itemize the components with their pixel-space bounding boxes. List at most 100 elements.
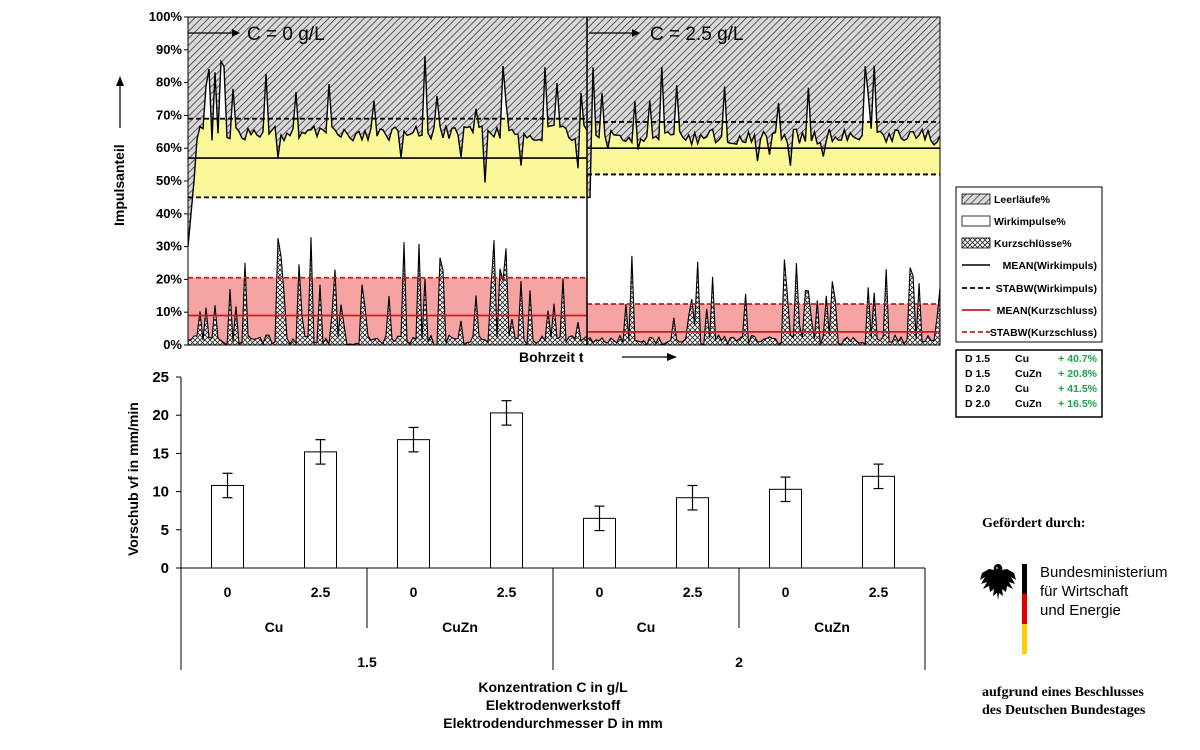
material-group-label: Cu bbox=[265, 619, 284, 635]
top-y-tick-label: 20% bbox=[156, 271, 182, 286]
segment-arrowhead-2 bbox=[632, 29, 640, 37]
top-x-axis-title: Bohrzeit t bbox=[519, 349, 584, 365]
top-y-ticks: 0% 10% 20% 30% 40% 50% 60% 70% 80% 90% 100% bbox=[149, 9, 188, 352]
diameter-group-label: 2 bbox=[735, 654, 743, 670]
flag-gold-stripe bbox=[1022, 624, 1027, 654]
bar-y-ticks: 0 5 10 15 20 25 bbox=[152, 369, 181, 577]
flag-red-stripe bbox=[1022, 594, 1027, 624]
improvement-material: CuZn bbox=[1015, 368, 1042, 380]
segment-label-c25: C = 2.5 g/L bbox=[650, 24, 743, 45]
bar-category-label: 0 bbox=[596, 584, 604, 600]
impulse-ratio-chart: 0% 10% 20% 30% 40% 50% 60% 70% 80% 90% 100% C = 0 … bbox=[111, 9, 941, 365]
top-y-tick-label: 80% bbox=[156, 75, 182, 90]
top-y-tick-label: 0% bbox=[163, 337, 182, 352]
bar-x-axis-title-line: Elektrodenwerkstoff bbox=[486, 697, 621, 713]
bar-category-label: 0 bbox=[782, 584, 790, 600]
wirkimpuls-trace bbox=[587, 65, 940, 199]
improvement-diameter: D 2.0 bbox=[965, 398, 990, 410]
legend-label: MEAN(Kurzschluss) bbox=[997, 305, 1097, 317]
improvement-table: D 1.5 Cu + 40.7% D 1.5 CuZn + 20.8% D 2.0 Cu + 4… bbox=[955, 349, 1103, 418]
bar bbox=[862, 475, 895, 569]
legend-label: Kurzschlüsse% bbox=[994, 238, 1072, 250]
bar-category-axis: 0 2.5 0 2.5 0 2.5 0 2.5 Cu CuZn Cu CuZn 1.5 2 bbox=[180, 568, 926, 670]
bar-y-tick-label: 20 bbox=[152, 407, 169, 424]
federal-eagle-icon bbox=[980, 564, 1016, 600]
material-group-label: Cu bbox=[637, 619, 656, 635]
top-y-tick-label: 60% bbox=[156, 140, 182, 155]
bar-y-tick-label: 25 bbox=[152, 369, 169, 386]
kurzschluss-trace bbox=[586, 255, 940, 345]
bar-y-axis-title: Vorschub vf in mm/min bbox=[125, 402, 141, 556]
top-y-tick-label: 100% bbox=[149, 9, 183, 24]
improvement-table-frame bbox=[955, 349, 1103, 418]
improvement-value: + 40.7% bbox=[1058, 353, 1097, 365]
top-y-tick-label: 50% bbox=[156, 173, 182, 188]
ministry-name: Bundesministerium für Wirtschaft und Ene… bbox=[1040, 563, 1168, 620]
top-y-tick-label: 30% bbox=[156, 239, 182, 254]
diameter-group-label: 1.5 bbox=[357, 654, 377, 670]
legend-swatch-wirkimpulse bbox=[961, 215, 991, 227]
legend-swatch-leerlaeufe bbox=[961, 193, 991, 205]
improvement-material: Cu bbox=[1015, 353, 1029, 365]
segment-label-c0: C = 0 g/L bbox=[247, 24, 325, 45]
bar-y-tick-label: 5 bbox=[161, 522, 169, 539]
bar-category-label: 0 bbox=[224, 584, 232, 600]
legend-swatch-kurzschluesse bbox=[961, 237, 991, 249]
top-y-tick-label: 70% bbox=[156, 107, 182, 122]
legend-label: STABW(Wirkimpuls) bbox=[996, 283, 1097, 295]
ministry-line: für Wirtschaft bbox=[1040, 583, 1129, 600]
feed-rate-bar-chart: 0 5 10 15 20 25 0 2.5 0 2.5 0 2.5 0 2.5 Cu CuZn Cu CuZn 1… bbox=[125, 369, 926, 731]
bars bbox=[211, 400, 895, 569]
segment-arrowhead-1 bbox=[232, 29, 240, 37]
improvement-material: Cu bbox=[1015, 383, 1029, 395]
bar bbox=[769, 488, 802, 569]
improvement-value: + 41.5% bbox=[1058, 383, 1097, 395]
bar bbox=[304, 451, 337, 569]
improvement-material: CuZn bbox=[1015, 398, 1042, 410]
bar-category-label: 2.5 bbox=[869, 584, 889, 600]
leerlaeufe-fill bbox=[188, 17, 587, 247]
bar-y-tick-label: 0 bbox=[161, 560, 169, 577]
improvement-value: + 20.8% bbox=[1058, 368, 1097, 380]
improvement-diameter: D 1.5 bbox=[965, 353, 990, 365]
material-group-label: CuZn bbox=[814, 619, 850, 635]
kurzschluss-trace bbox=[188, 237, 588, 345]
funding-footer-line: des Deutschen Bundestages bbox=[982, 703, 1146, 718]
bar-y-tick-label: 15 bbox=[152, 445, 169, 462]
legend-label: MEAN(Wirkimpuls) bbox=[1003, 260, 1097, 272]
kurzschluesse-area bbox=[188, 237, 940, 345]
bar-category-label: 2.5 bbox=[497, 584, 517, 600]
top-y-tick-label: 10% bbox=[156, 304, 182, 319]
legend-label: Leerläufe% bbox=[994, 194, 1051, 206]
y-direction-arrowhead bbox=[116, 76, 124, 86]
material-group-label: CuZn bbox=[442, 619, 478, 635]
top-y-axis-title: Impulsanteil bbox=[111, 144, 127, 226]
x-direction-arrowhead bbox=[667, 353, 677, 361]
bar-x-axis-title-line: Konzentration C in g/L bbox=[478, 679, 628, 695]
top-y-tick-label: 90% bbox=[156, 42, 182, 57]
flag-black-stripe bbox=[1022, 564, 1027, 594]
improvement-diameter: D 1.5 bbox=[965, 368, 990, 380]
bar-x-axis-title: Konzentration C in g/L Elektrodenwerkstof… bbox=[443, 679, 662, 731]
bar-y-tick-label: 10 bbox=[152, 484, 169, 501]
funding-footer: aufgrund eines Beschlusses des Deutschen… bbox=[982, 684, 1145, 720]
bar-category-label: 0 bbox=[410, 584, 418, 600]
improvement-diameter: D 2.0 bbox=[965, 383, 990, 395]
legend: Leerläufe% Wirkimpulse% Kurzschlüsse% MEAN(… bbox=[955, 186, 1103, 343]
bar-x-axis-title-line: Elektrodendurchmesser D in mm bbox=[443, 715, 662, 731]
legend-label: Wirkimpulse% bbox=[994, 216, 1066, 228]
funding-footer-line: aufgrund eines Beschlusses bbox=[982, 685, 1144, 700]
bar bbox=[490, 412, 523, 569]
legend-label: STABW(Kurzschluss) bbox=[990, 327, 1097, 339]
ministry-line: und Energie bbox=[1040, 602, 1121, 619]
funding-header: Gefördert durch: bbox=[982, 516, 1086, 531]
improvement-value: + 16.5% bbox=[1058, 398, 1097, 410]
kurzschluss-std-band bbox=[587, 304, 940, 345]
ministry-line: Bundesministerium bbox=[1040, 564, 1168, 581]
leerlaeufe-fill bbox=[587, 17, 940, 198]
top-y-tick-label: 40% bbox=[156, 206, 182, 221]
bar-category-label: 2.5 bbox=[311, 584, 331, 600]
leerlaeufe-area bbox=[188, 17, 940, 247]
mean-std-lines bbox=[188, 117, 940, 333]
